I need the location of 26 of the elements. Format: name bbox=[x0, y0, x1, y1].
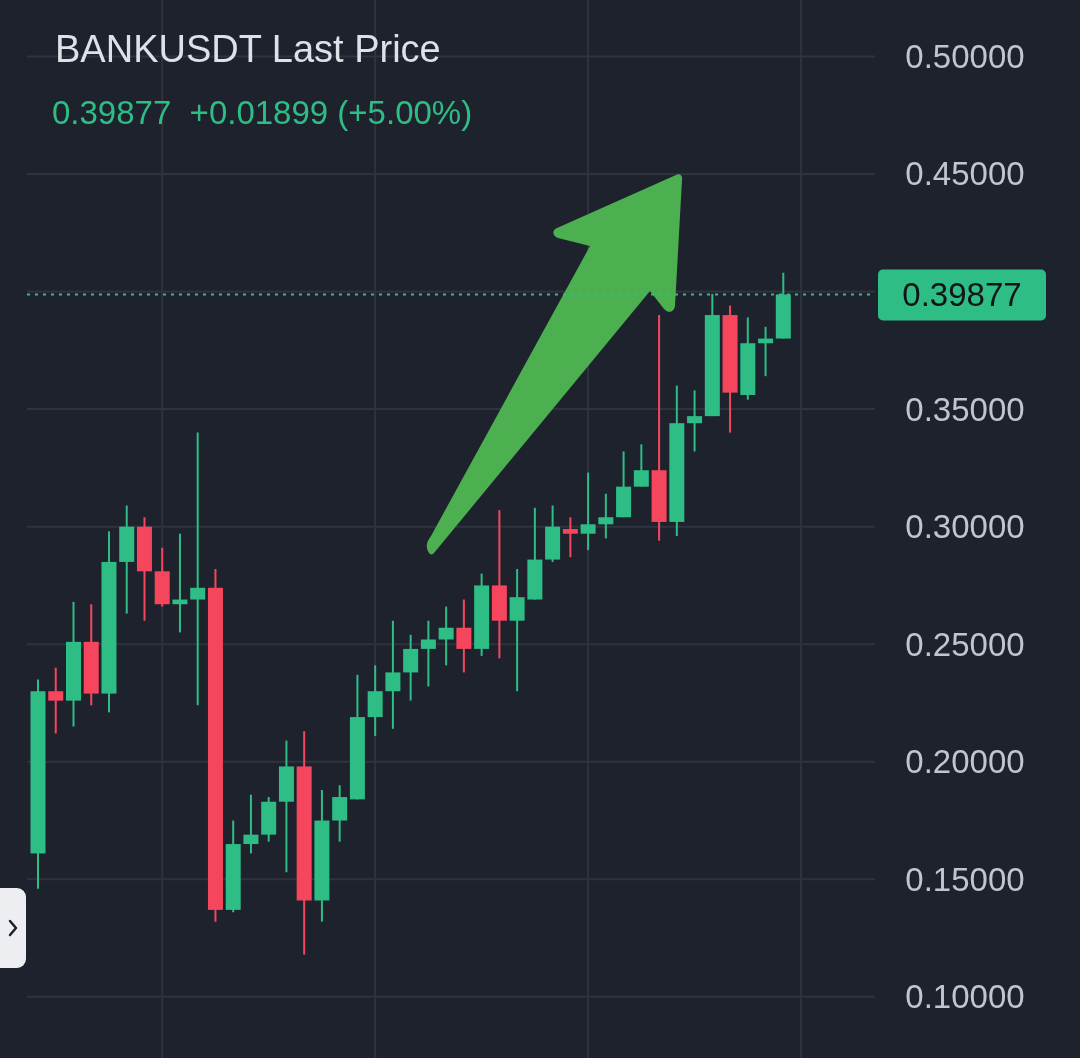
candlestick bbox=[598, 492, 614, 540]
candlestick bbox=[190, 431, 206, 707]
candlestick bbox=[48, 666, 64, 735]
candlestick bbox=[385, 619, 401, 730]
y-tick-label: 0.50000 bbox=[905, 37, 1025, 75]
y-tick-label: 0.20000 bbox=[905, 743, 1025, 781]
candlestick bbox=[562, 516, 578, 559]
candlestick bbox=[456, 598, 472, 674]
text: 0.39877 +0.01899 (+5.00%) bbox=[52, 94, 473, 131]
y-tick-label: 0.30000 bbox=[905, 508, 1025, 546]
text: BANKUSDT Last Price bbox=[55, 28, 441, 70]
ref-line-label: 0.39877 bbox=[902, 275, 1022, 313]
y-tick-label: 0.25000 bbox=[905, 625, 1025, 663]
candlestick bbox=[243, 793, 259, 855]
y-tick-label: 0.35000 bbox=[905, 390, 1025, 428]
candlestick bbox=[633, 443, 649, 488]
y-tick-label: 0.15000 bbox=[905, 860, 1025, 898]
y-tick-label: 0.45000 bbox=[905, 155, 1025, 193]
y-tick-label: 0.10000 bbox=[905, 978, 1025, 1016]
candlestick bbox=[403, 633, 419, 702]
candlestick bbox=[420, 619, 436, 688]
candlestick bbox=[687, 389, 703, 453]
candlestick bbox=[580, 471, 596, 552]
candlestick bbox=[332, 784, 348, 843]
candlestick bbox=[438, 605, 454, 667]
candlestick bbox=[509, 567, 525, 693]
